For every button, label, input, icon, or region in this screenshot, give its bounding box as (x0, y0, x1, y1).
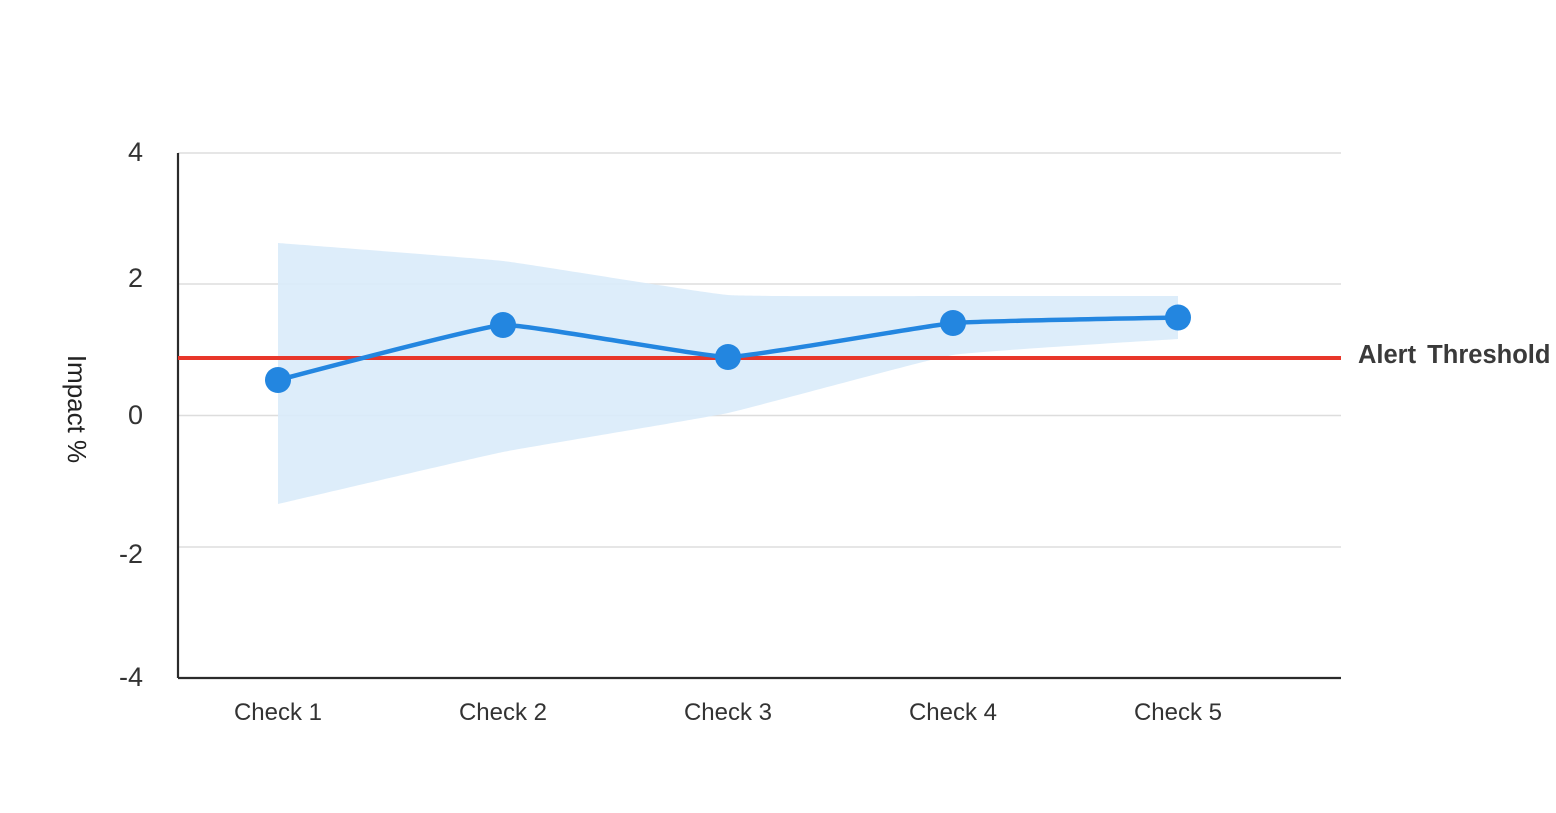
svg-text:0: 0 (128, 400, 143, 430)
svg-text:Check 3: Check 3 (684, 699, 772, 726)
svg-text:-4: -4 (119, 662, 143, 692)
svg-text:Check 5: Check 5 (1134, 699, 1222, 726)
svg-text:Check 1: Check 1 (234, 699, 322, 726)
svg-text:Check 2: Check 2 (459, 699, 547, 726)
svg-text:4: 4 (128, 137, 143, 167)
svg-text:-2: -2 (119, 539, 143, 569)
svg-text:Alert Threshold: Alert Threshold (1358, 341, 1550, 369)
svg-text:Impact %: Impact % (62, 355, 92, 463)
svg-text:Check 4: Check 4 (909, 699, 997, 726)
svg-text:2: 2 (128, 263, 143, 293)
